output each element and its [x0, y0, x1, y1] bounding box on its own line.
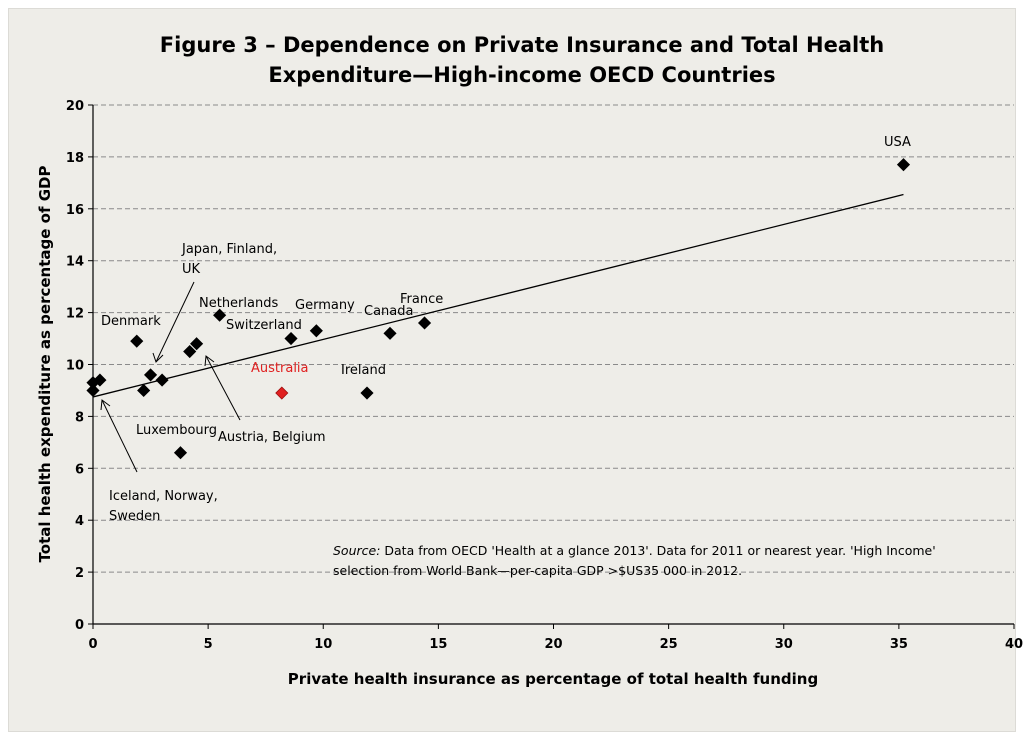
label-japan-line1: Japan, Finland, — [181, 242, 277, 257]
annotations: USA France Canada Germany Netherlands Sw… — [100, 135, 911, 524]
arrow-austria — [205, 355, 241, 421]
y-tick-label-1: 2 — [75, 566, 84, 581]
label-iceland-line1: Iceland, Norway, — [109, 489, 218, 504]
arrow-japan-head — [152, 352, 164, 363]
x-tick-label-7: 35 — [890, 637, 908, 652]
data-point-16 — [173, 446, 188, 460]
source-text: Data from OECD 'Health at a glance 2013'… — [380, 543, 935, 558]
label-canada: Canada — [364, 304, 413, 319]
data-point-8 — [130, 334, 144, 348]
chart-frame — [8, 8, 1016, 732]
x-tick-label-0: 0 — [88, 637, 97, 652]
arrow-iceland-head — [100, 399, 111, 411]
source-label: Source: — [333, 543, 380, 558]
source-note-line1: Source: Data from OECD 'Health at a glan… — [333, 543, 936, 558]
x-tick-label-4: 20 — [544, 637, 562, 652]
data-point-9 — [143, 368, 158, 382]
data-point-12 — [86, 383, 100, 398]
data-point-11 — [137, 383, 151, 398]
y-tick-label-0: 0 — [75, 618, 84, 633]
arrow-iceland — [101, 399, 138, 473]
arrow-austria-head — [204, 355, 215, 367]
data-point-6 — [190, 337, 204, 351]
data-point-2 — [383, 326, 397, 340]
label-japan-line2: UK — [182, 262, 201, 277]
x-tick-labels: 0 5 10 15 20 25 30 35 40 — [88, 637, 1023, 652]
y-tick-label-3: 6 — [75, 462, 84, 477]
label-switzerland: Switzerland — [226, 318, 302, 333]
label-netherlands: Netherlands — [199, 296, 278, 311]
y-tick-label-10: 20 — [66, 99, 84, 114]
y-tick-label-7: 14 — [66, 255, 84, 270]
label-luxembourg: Luxembourg — [136, 423, 217, 438]
x-tick-label-6: 30 — [775, 637, 793, 652]
x-tick-label-2: 10 — [314, 637, 332, 652]
grid-lines — [88, 104, 1015, 629]
x-tick-label-1: 5 — [204, 637, 213, 652]
source-note-line2: selection from World Bank—per-capita GDP… — [333, 563, 742, 578]
label-australia: Australia — [251, 361, 309, 376]
y-tick-label-5: 10 — [66, 359, 84, 374]
chart-title-line2: Expenditure—High-income OECD Countries — [268, 63, 775, 87]
chart-title-line1: Figure 3 – Dependence on Private Insuran… — [160, 33, 884, 57]
arrow-japan — [155, 281, 195, 363]
x-tick-label-3: 15 — [429, 637, 447, 652]
y-tick-labels: 0 2 4 6 8 10 12 14 16 18 20 — [66, 99, 84, 633]
data-point-1 — [417, 316, 432, 330]
data-point-17 — [275, 386, 289, 400]
y-axis-title: Total health expenditure as percentage o… — [36, 166, 54, 563]
x-tick-label-5: 25 — [660, 637, 678, 652]
data-points — [86, 158, 911, 460]
data-point-14 — [93, 373, 107, 387]
data-point-10 — [155, 373, 169, 387]
data-point-7 — [183, 344, 197, 359]
label-france: France — [400, 292, 443, 307]
y-tick-label-8: 16 — [66, 203, 84, 218]
data-point-3 — [309, 324, 323, 338]
data-point-15 — [360, 386, 374, 400]
y-tick-label-6: 12 — [66, 307, 84, 322]
label-denmark: Denmark — [101, 314, 161, 329]
label-iceland-line2: Sweden — [109, 509, 160, 524]
data-point-5 — [213, 308, 227, 322]
y-tick-label-4: 8 — [75, 410, 84, 425]
data-point-4 — [284, 331, 298, 346]
data-point-0 — [896, 158, 911, 172]
label-usa: USA — [884, 135, 911, 150]
label-germany: Germany — [295, 298, 355, 313]
x-axis-title: Private health insurance as percentage o… — [288, 670, 818, 688]
trendline-group — [92, 193, 904, 398]
y-tick-label-2: 4 — [75, 514, 84, 529]
axes — [92, 105, 1014, 625]
x-tick-label-8: 40 — [1005, 637, 1023, 652]
label-ireland: Ireland — [341, 363, 386, 378]
trendline — [92, 193, 904, 398]
y-tick-label-9: 18 — [66, 151, 84, 166]
label-austria-belgium: Austria, Belgium — [218, 430, 326, 445]
